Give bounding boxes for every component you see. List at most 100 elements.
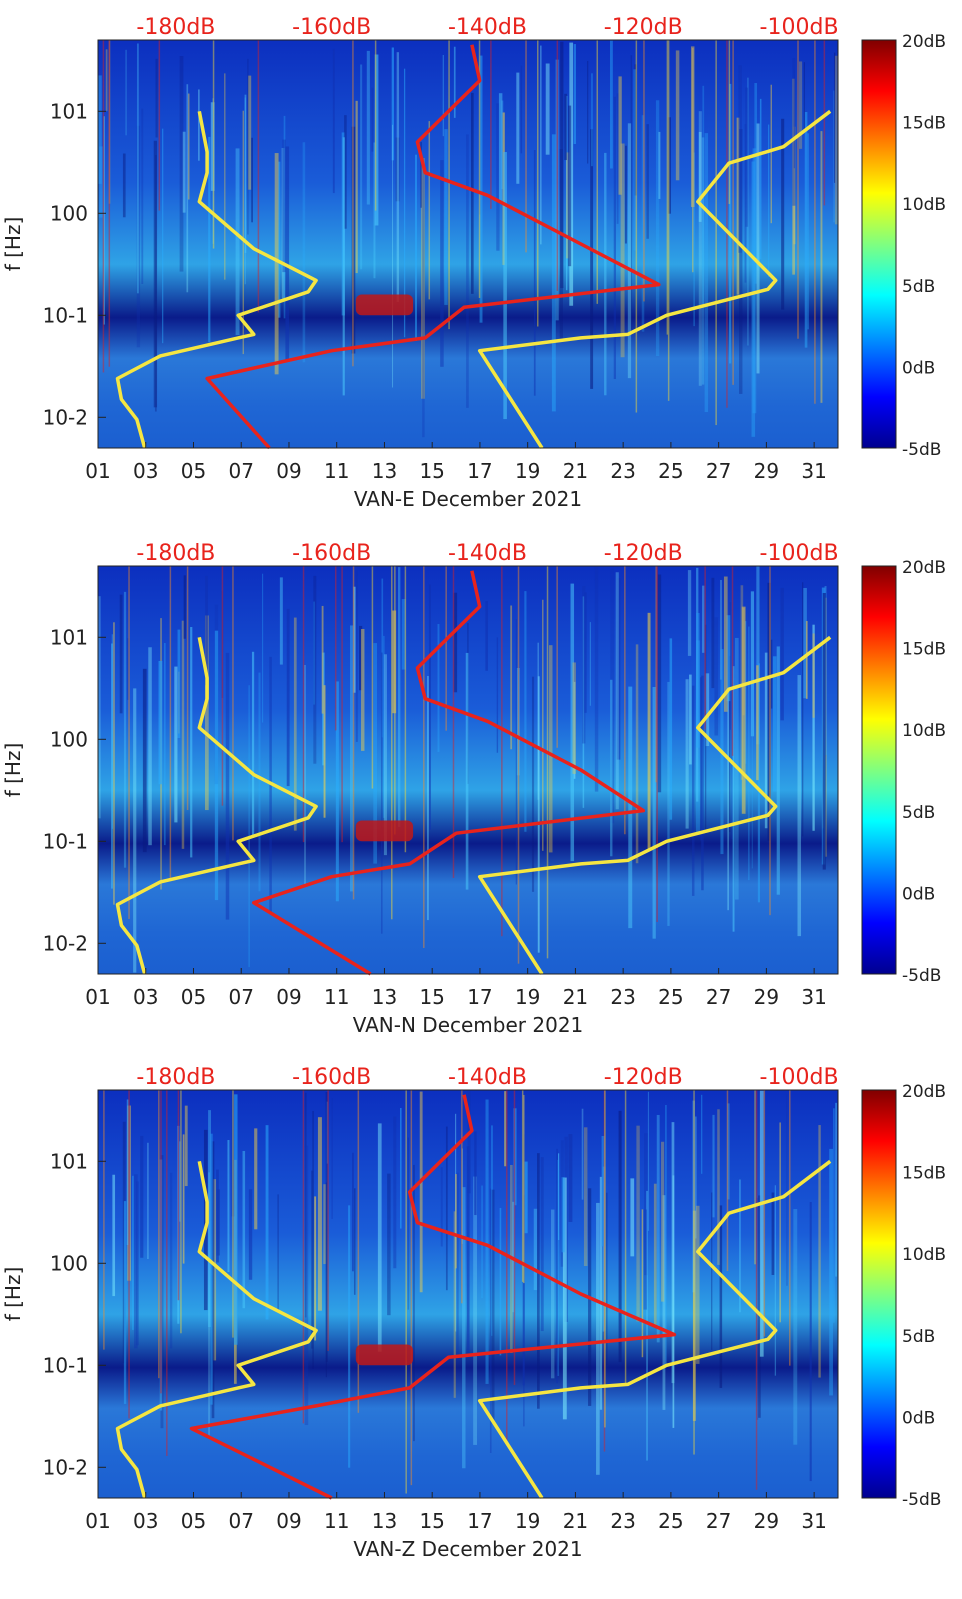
spectrogram-streak <box>630 1178 635 1257</box>
spectrogram-streak <box>314 1196 317 1341</box>
spectrogram-streak <box>119 594 123 714</box>
spectrogram-streak <box>685 679 689 829</box>
event-line <box>352 566 355 900</box>
spectrogram-streak <box>797 675 802 937</box>
event-line <box>357 1090 360 1413</box>
x-tick-label: 11 <box>324 459 349 483</box>
spectrogram-streak <box>352 1152 354 1272</box>
y-tick-label: 10-2 <box>43 931 88 955</box>
y-tick-label: 10-2 <box>43 405 88 429</box>
spectrogram-streak <box>177 629 181 739</box>
spectrogram-streak <box>747 77 749 346</box>
event-line <box>517 566 520 964</box>
colorbar-label: 5dB <box>902 277 935 297</box>
spectrogram-streak <box>744 124 747 283</box>
spectrogram-streak <box>562 1177 567 1420</box>
spectrogram-streak <box>407 1137 409 1310</box>
colorbar-label: 0dB <box>902 1408 935 1428</box>
spectrogram-streak <box>381 578 384 738</box>
spectrogram-streak <box>569 42 574 306</box>
spectrogram-streak <box>540 1157 544 1332</box>
colorbar-label: 15dB <box>902 1164 946 1184</box>
x-tick-label: 13 <box>372 1509 397 1533</box>
spectrogram-streak <box>751 161 756 437</box>
top-axis-label: -160dB <box>292 15 371 40</box>
spectrogram-streak <box>834 52 836 183</box>
x-tick-label: 09 <box>276 1509 301 1533</box>
spectrogram-streak <box>646 1190 648 1461</box>
spectrogram-streak <box>159 1159 163 1411</box>
spectrogram-streak <box>387 1173 391 1316</box>
spectrogram-streak <box>522 1134 525 1386</box>
spectrogram-streak <box>692 1210 696 1421</box>
spectrogram-streak <box>112 1174 116 1297</box>
spectrogram-streak <box>793 1209 798 1445</box>
spectrogram-streak <box>321 605 324 714</box>
spectrogram-streak <box>233 1094 238 1345</box>
spectrogram-streak <box>723 576 728 712</box>
spectrogram-streak <box>573 681 576 779</box>
x-tick-label: 03 <box>133 459 158 483</box>
spectrogram-streak <box>277 1194 279 1311</box>
spectrogram-streak <box>692 1100 695 1293</box>
spectrogram-streak <box>717 1109 720 1265</box>
spectrogram-streak <box>227 1140 230 1273</box>
top-axis-label: -160dB <box>292 1065 371 1090</box>
spectrogram-streak <box>224 73 226 280</box>
event-line <box>521 1090 524 1282</box>
spectrogram-streak <box>323 1184 327 1265</box>
event-line <box>755 1090 758 1490</box>
top-axis-label: -180dB <box>136 1065 215 1090</box>
x-axis-label: VAN-N December 2021 <box>353 1013 584 1037</box>
spectrogram-streak <box>781 118 785 310</box>
spectrogram-streak <box>646 124 649 239</box>
top-axis-label: -140dB <box>448 541 527 566</box>
spectrogram-streak <box>499 1207 502 1356</box>
spectrogram-streak <box>568 1134 573 1222</box>
y-tick-label: 101 <box>50 625 88 649</box>
spectrogram-streak <box>198 89 200 161</box>
spectrogram-streak <box>125 49 127 136</box>
event-line <box>352 40 354 367</box>
spectrogram-streak <box>248 1189 253 1280</box>
spectrogram-streak <box>802 582 804 837</box>
event-line <box>731 566 734 756</box>
event-line <box>391 566 393 920</box>
spectrogram-streak <box>613 96 616 380</box>
event-line <box>461 1090 463 1304</box>
spectrogram-streak <box>690 46 695 207</box>
spectrogram-streak <box>98 75 102 184</box>
spectrogram-streak <box>148 647 152 846</box>
event-line <box>177 1090 180 1301</box>
spectrogram-streak <box>809 1202 812 1482</box>
spectrogram-streak <box>758 1195 761 1418</box>
top-axis-label: -120dB <box>604 541 683 566</box>
spectrogram-streak <box>770 84 772 224</box>
spectrogram-streak <box>719 1205 723 1388</box>
spectrogram-streak <box>467 623 469 784</box>
colorbar-label: -5dB <box>902 440 941 460</box>
x-tick-label: 05 <box>181 1509 206 1533</box>
event-line <box>596 40 599 304</box>
spectrogram-streak <box>122 153 126 218</box>
panel-van-e: -180dB -160dB -140dB -120dB -100dB 01 03 05 07 09… <box>1 15 946 511</box>
x-tick-label: 29 <box>754 985 779 1009</box>
spectrogram-streak <box>691 685 695 896</box>
event-line <box>603 1090 606 1452</box>
spectrogram-streak <box>179 1141 181 1222</box>
x-tick-label: 31 <box>801 985 826 1009</box>
spectrogram-streak <box>374 54 379 226</box>
spectrogram-streak <box>698 131 702 222</box>
spectrogram-streak <box>355 569 358 742</box>
spectrogram-streak <box>564 93 567 161</box>
spectrogram-streak <box>561 1177 565 1253</box>
spectrogram-streak <box>478 89 481 215</box>
spectrogram-streak <box>584 592 587 713</box>
spectrogram-streak <box>462 1187 466 1469</box>
spectrogram-streak <box>496 637 499 753</box>
spectrogram-streak <box>555 59 559 321</box>
x-tick-label: 11 <box>324 1509 349 1533</box>
x-tick-label: 15 <box>419 459 444 483</box>
spectrogram-streak <box>153 140 158 408</box>
